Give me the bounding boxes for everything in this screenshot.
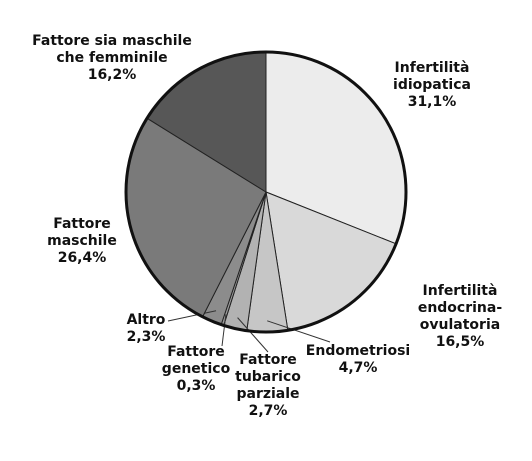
slice-label: Endometriosi 4,7% <box>298 343 418 377</box>
category-label: Fattore sia maschile che femminile <box>32 33 192 66</box>
leader-line <box>267 320 331 343</box>
value-label: 26,4% <box>57 250 107 266</box>
slice-label: Fattore sia maschile che femminile 16,2% <box>22 33 202 84</box>
value-label: 0,3% <box>176 378 216 394</box>
pie-outline <box>124 50 408 334</box>
value-label: 2,7% <box>248 403 288 419</box>
slice-label: Altro 2,3% <box>116 312 176 346</box>
value-label: 16,5% <box>435 334 485 350</box>
slice-label: Fattore genetico 0,3% <box>151 344 241 395</box>
leader-line <box>237 317 269 353</box>
category-label: Altro <box>126 312 166 328</box>
leader-line <box>221 314 227 347</box>
value-label: 2,3% <box>126 329 166 345</box>
category-label: Infertilità endocrina-ovulatoria <box>417 283 503 333</box>
slice-label: Infertilità endocrina-ovulatoria 16,5% <box>385 283 532 351</box>
category-label: Fattore genetico <box>161 344 231 377</box>
value-label: 31,1% <box>407 94 457 110</box>
category-label: Infertilità idiopatica <box>393 60 471 93</box>
category-label: Fattore maschile <box>47 216 117 249</box>
leader-line <box>167 310 217 322</box>
value-label: 16,2% <box>87 67 137 83</box>
value-label: 4,7% <box>338 360 378 376</box>
slice-label: Fattore maschile 26,4% <box>27 216 137 267</box>
category-label: Fattore tubarico parziale <box>235 352 301 402</box>
category-label: Endometriosi <box>305 343 411 359</box>
slice-label: Fattore tubarico parziale 2,7% <box>223 352 313 420</box>
slice-label: Infertilità idiopatica 31,1% <box>367 60 497 111</box>
